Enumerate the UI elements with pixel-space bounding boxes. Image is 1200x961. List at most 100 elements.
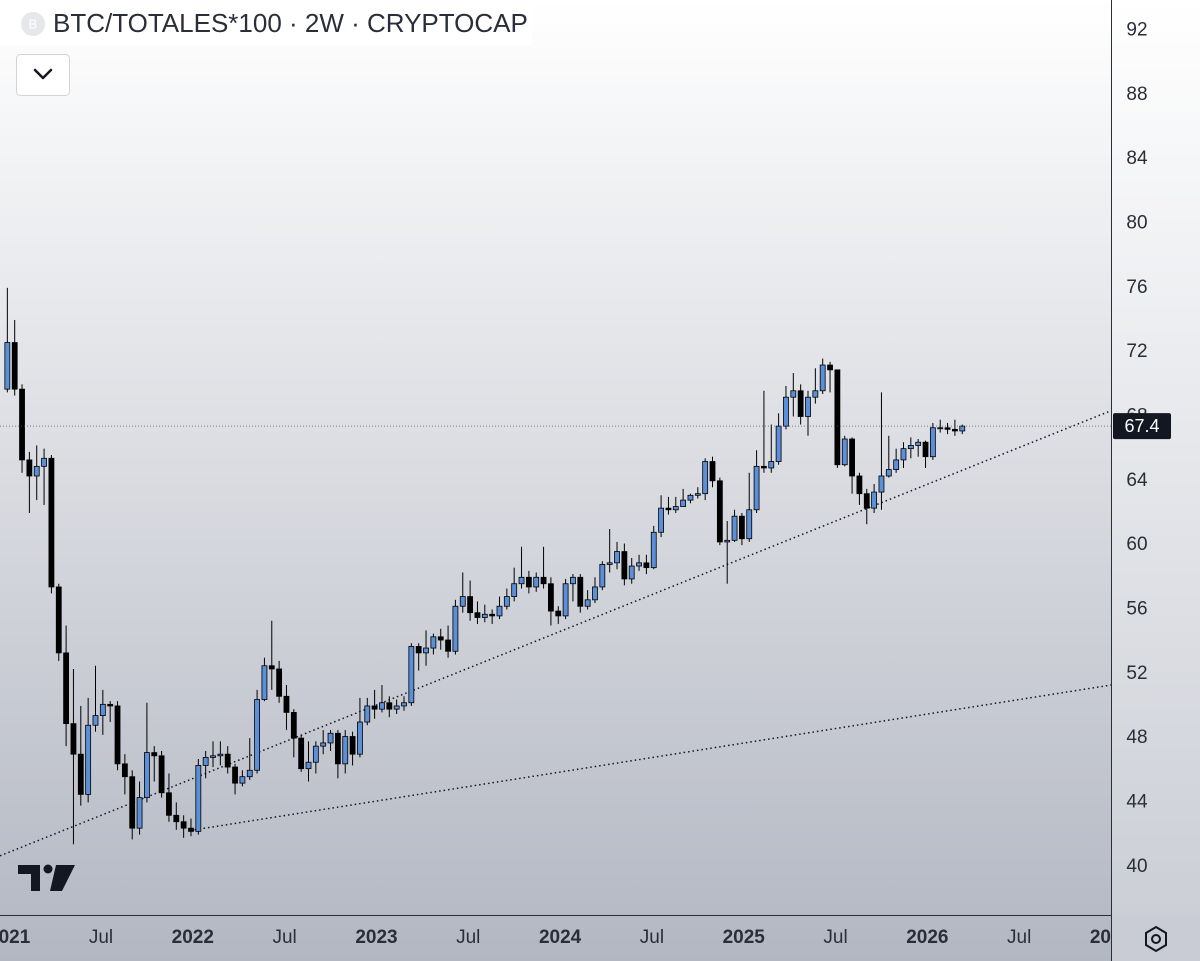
y-tick-label: 80 (1126, 213, 1147, 234)
x-tick-label: 2022 (172, 927, 214, 948)
candle-body (386, 702, 393, 710)
candle-body (731, 515, 738, 541)
settings-icon[interactable] (1145, 925, 1167, 953)
tradingview-logo (18, 864, 75, 891)
candle-body (195, 765, 202, 832)
x-tick-label: Jul (640, 927, 664, 948)
y-tick-label: 92 (1126, 20, 1147, 41)
candle-body (474, 612, 481, 618)
candle-body (672, 506, 679, 511)
x-tick-label: Jul (1007, 927, 1031, 948)
candle-body (915, 441, 922, 446)
candle-body (716, 480, 723, 543)
y-tick-label: 88 (1126, 84, 1147, 105)
candle-body (173, 814, 180, 823)
candle-body (548, 583, 554, 612)
axis-mask (1112, 916, 1200, 961)
candle-body (680, 499, 687, 507)
candle-body (797, 390, 804, 417)
candle-body (430, 636, 437, 649)
logo-part (43, 864, 53, 874)
candle-body (283, 695, 290, 713)
candle-body (592, 586, 598, 601)
candle-body (437, 636, 444, 641)
candle-body (871, 491, 878, 509)
title-backdrop (0, 0, 532, 46)
candle-body (687, 494, 694, 501)
last-price-box (1113, 413, 1171, 440)
candle-body (305, 761, 312, 770)
candle-body (342, 736, 349, 765)
logo-part (50, 865, 75, 891)
candle-body (525, 576, 532, 588)
candle-body (26, 459, 33, 477)
symbol-icon (21, 12, 45, 36)
candle-body (658, 507, 664, 533)
y-tick-label: 60 (1126, 534, 1147, 555)
candle-body (959, 425, 966, 432)
candle-body (401, 702, 407, 707)
candle-body (364, 705, 371, 723)
candle-body (393, 705, 400, 710)
candle-body (570, 576, 576, 585)
candle-body (254, 699, 260, 771)
candle-body (290, 711, 297, 739)
candle-body (929, 427, 936, 458)
candle-body (606, 562, 613, 565)
y-tick-label: 44 (1126, 791, 1148, 812)
candle-body (239, 776, 246, 784)
candle-body (202, 757, 209, 766)
candle-body (41, 457, 47, 467)
candle-body (577, 576, 584, 607)
candle-body (408, 646, 415, 704)
candle-body (379, 702, 385, 710)
candle-body (856, 475, 863, 495)
symbol-icon-letter: B (29, 16, 38, 31)
candle-body (753, 465, 760, 511)
candle-body (724, 539, 731, 543)
candle-body (4, 342, 11, 390)
candle-body (555, 610, 562, 617)
chart-title: BTC/TOTALES*100 · 2W · CRYPTOCAP (53, 8, 528, 38)
y-tick-label: 48 (1126, 727, 1147, 748)
candle-body (922, 441, 929, 458)
candle-body (496, 605, 503, 617)
candle-body (371, 705, 378, 710)
candle-body (276, 668, 283, 697)
candle-body (900, 448, 907, 461)
candle-body (614, 551, 620, 564)
trend-line (0, 410, 1111, 857)
candle-body (863, 493, 870, 509)
candle-body (533, 576, 540, 588)
candle-body (232, 766, 238, 784)
candle-body (114, 705, 121, 765)
last-price-label: 67.4 (1124, 416, 1159, 436)
candle-body (511, 583, 518, 597)
trend-line (194, 684, 1111, 831)
candle-body (246, 769, 253, 778)
candle-body (217, 753, 224, 757)
candle-body (761, 465, 767, 469)
collapse-button[interactable] (16, 54, 70, 96)
candle-body (503, 596, 510, 607)
settings-center (1151, 934, 1161, 944)
candle-body (812, 390, 819, 398)
candle-body (70, 723, 77, 755)
x-tick-label: 2023 (355, 927, 397, 948)
candle-body (158, 755, 165, 794)
candle-body (415, 646, 422, 654)
candle-body (92, 715, 99, 726)
candle-body (885, 469, 892, 477)
candle-body (562, 583, 569, 617)
y-tick-label: 40 (1126, 856, 1147, 877)
candle-body (77, 753, 84, 795)
candle-body (144, 752, 150, 799)
candle-body (518, 576, 525, 585)
candle-body (107, 703, 114, 707)
candle-body (489, 613, 496, 617)
price-axis-panel (1111, 0, 1200, 961)
candle-body (334, 732, 341, 765)
